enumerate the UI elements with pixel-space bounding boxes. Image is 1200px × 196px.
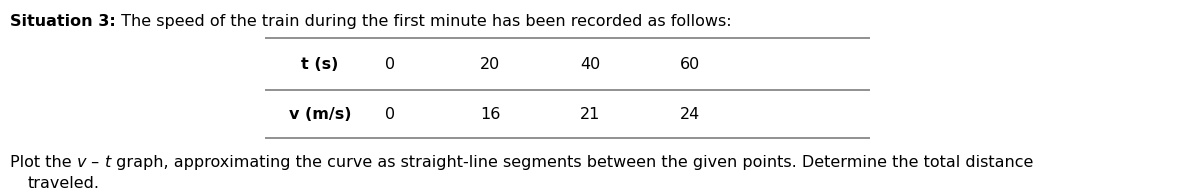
Text: Situation 3:: Situation 3: [10, 14, 115, 29]
Text: t (s): t (s) [301, 56, 338, 72]
Text: 21: 21 [580, 106, 600, 122]
Text: 60: 60 [680, 56, 700, 72]
Text: 16: 16 [480, 106, 500, 122]
Text: v: v [77, 155, 86, 170]
Text: 20: 20 [480, 56, 500, 72]
Text: 0: 0 [385, 56, 395, 72]
Text: traveled.: traveled. [28, 176, 100, 191]
Text: v (m/s): v (m/s) [289, 106, 352, 122]
Text: The speed of the train during the first minute has been recorded as follows:: The speed of the train during the first … [115, 14, 731, 29]
Text: 24: 24 [680, 106, 700, 122]
Text: Plot the: Plot the [10, 155, 77, 170]
Text: –: – [86, 155, 104, 170]
Text: 40: 40 [580, 56, 600, 72]
Text: graph, approximating the curve as straight-line segments between the given point: graph, approximating the curve as straig… [110, 155, 1033, 170]
Text: t: t [104, 155, 110, 170]
Text: 0: 0 [385, 106, 395, 122]
